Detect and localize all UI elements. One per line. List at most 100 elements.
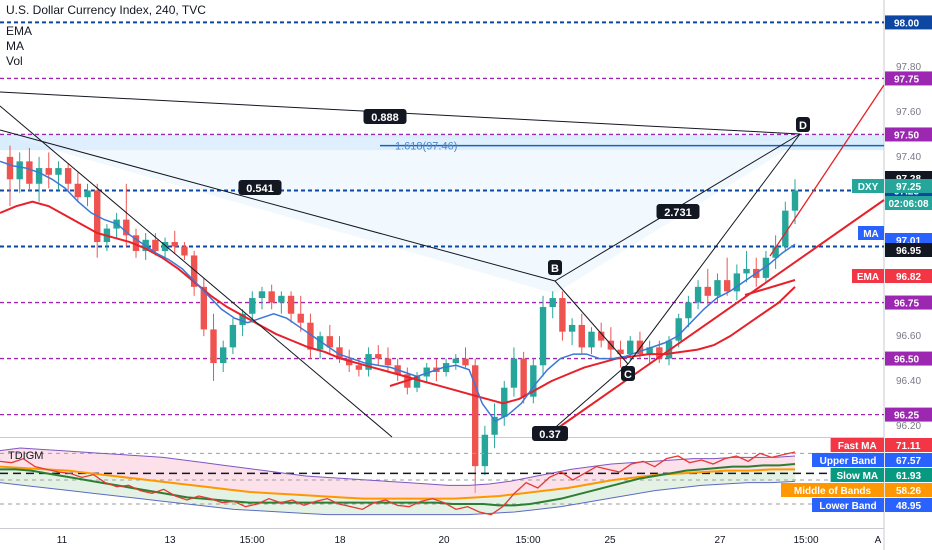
price-badge bbox=[852, 269, 884, 283]
pattern-point-label: B bbox=[551, 263, 559, 275]
candle-body bbox=[510, 358, 518, 388]
candle-body bbox=[568, 324, 576, 332]
price-tick-label: 97.60 bbox=[896, 107, 921, 118]
time-tick-label: 15:00 bbox=[239, 535, 264, 546]
price-tick-label: 97.80 bbox=[896, 62, 921, 73]
candle-body bbox=[64, 168, 72, 184]
osc-lower-fill bbox=[0, 466, 795, 515]
price-badge-text: EMA bbox=[857, 272, 879, 283]
level-tag bbox=[885, 351, 932, 366]
candle-body bbox=[84, 190, 91, 198]
candle-body bbox=[559, 298, 566, 332]
candle-body bbox=[791, 190, 799, 211]
price-badge bbox=[885, 179, 932, 193]
candle-body bbox=[491, 416, 498, 435]
candle-body bbox=[123, 219, 130, 236]
ratio-label-bg bbox=[532, 426, 568, 441]
ratio-label-bg bbox=[656, 204, 700, 219]
candle-body bbox=[171, 242, 178, 247]
level-tag bbox=[885, 71, 932, 86]
time-tick-label: 15:00 bbox=[793, 535, 818, 546]
osc-label-name-bg bbox=[781, 483, 884, 497]
candle-body bbox=[16, 161, 23, 180]
candle-body bbox=[365, 354, 372, 370]
candle-body bbox=[481, 434, 489, 467]
candle-body bbox=[355, 365, 363, 370]
ratio-label-bg bbox=[363, 109, 407, 124]
price-badge bbox=[852, 179, 884, 193]
candle-body bbox=[152, 239, 159, 251]
pattern-point-label: D bbox=[799, 120, 807, 132]
osc-label-value: 61.93 bbox=[896, 471, 921, 482]
ratio-label: 2.731 bbox=[664, 207, 692, 219]
indicator-vol-label[interactable]: Vol bbox=[6, 54, 23, 68]
osc-slow-ma bbox=[0, 463, 796, 507]
indicator-ma-label[interactable]: MA bbox=[6, 39, 24, 53]
candle-body bbox=[617, 349, 624, 355]
candle-body bbox=[210, 329, 217, 364]
candle-body bbox=[268, 291, 275, 303]
osc-name: TDIGM bbox=[8, 450, 43, 462]
candle-body bbox=[35, 168, 43, 184]
level-tag bbox=[885, 407, 932, 422]
time-tick-label: 11 bbox=[57, 535, 68, 546]
trendline bbox=[627, 133, 801, 365]
osc-label-value: 71.11 bbox=[896, 441, 921, 452]
candle-body bbox=[249, 298, 256, 314]
osc-label-name: Lower Band bbox=[819, 501, 876, 512]
candle-body bbox=[762, 257, 770, 278]
candle-body bbox=[743, 268, 750, 274]
candle-body bbox=[200, 286, 208, 330]
osc-label-name: Fast MA bbox=[838, 441, 877, 452]
osc-label-value: 48.95 bbox=[896, 501, 921, 512]
candle-body bbox=[578, 324, 585, 348]
osc-label-value-bg bbox=[885, 483, 932, 497]
indicator-ema-label[interactable]: EMA bbox=[6, 24, 33, 38]
osc-label-name-bg bbox=[812, 453, 884, 467]
candle-body bbox=[723, 280, 731, 292]
candle-body bbox=[772, 246, 779, 258]
candle-body bbox=[627, 340, 634, 355]
time-tick-label: 15:00 bbox=[515, 535, 540, 546]
trendline bbox=[0, 129, 556, 282]
price-tick-label: 96.40 bbox=[896, 376, 921, 387]
ratio-label: 0.888 bbox=[371, 112, 399, 124]
candle-body bbox=[181, 246, 188, 256]
candle-body bbox=[132, 235, 140, 251]
trendline bbox=[549, 363, 629, 433]
price-badge-text: 97.01 bbox=[896, 236, 921, 247]
pattern-point-bg bbox=[548, 260, 562, 275]
candle-body bbox=[588, 331, 595, 348]
candle-body bbox=[74, 183, 82, 198]
candle-body bbox=[423, 367, 430, 377]
price-badge-text: DXY bbox=[858, 182, 879, 193]
candle-body bbox=[413, 376, 421, 388]
level-tag-text: 98.00 bbox=[894, 18, 919, 29]
price-badge-text: 96.82 bbox=[896, 272, 921, 283]
pattern-point-bg bbox=[796, 117, 810, 132]
price-badge bbox=[885, 243, 932, 257]
price-tick-label: 96.20 bbox=[896, 421, 921, 432]
trendline bbox=[769, 84, 885, 257]
osc-label-value-bg bbox=[885, 438, 932, 452]
candle-body bbox=[530, 365, 537, 397]
candle-body bbox=[239, 313, 246, 325]
candle-body bbox=[26, 161, 33, 184]
osc-label-name: Middle of Bands bbox=[794, 486, 872, 497]
candle-body bbox=[384, 358, 392, 366]
price-badge bbox=[858, 226, 884, 240]
candle-body bbox=[45, 168, 52, 175]
candle-body bbox=[694, 286, 702, 303]
candle-body bbox=[452, 358, 460, 364]
osc-label-name: Upper Band bbox=[820, 456, 877, 467]
candle-body bbox=[287, 295, 295, 314]
level-tag-text: 97.50 bbox=[894, 130, 919, 141]
candle-body bbox=[336, 347, 343, 359]
candle-body bbox=[258, 291, 266, 299]
time-tick-label: 27 bbox=[714, 535, 726, 546]
candle-body bbox=[675, 318, 682, 341]
fib-label: 1.618(97.46) bbox=[395, 141, 457, 153]
candle-body bbox=[520, 358, 527, 397]
price-badge bbox=[885, 269, 932, 283]
